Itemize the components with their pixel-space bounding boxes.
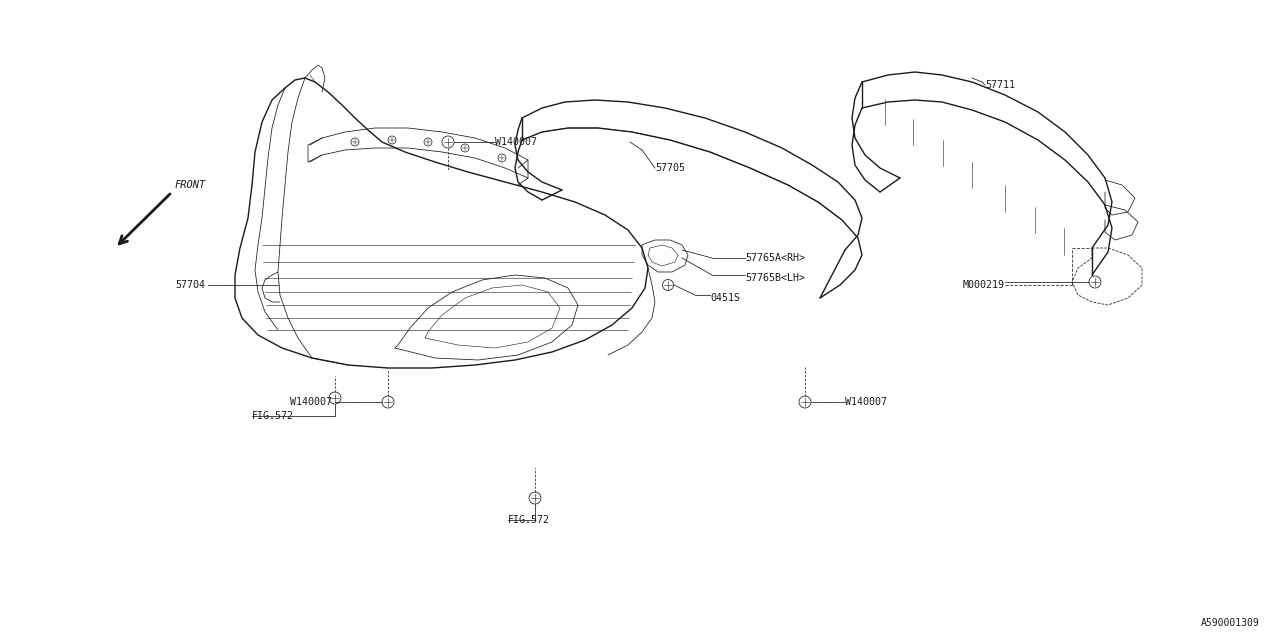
Text: FIG.572: FIG.572 xyxy=(508,515,550,525)
Text: 57711: 57711 xyxy=(986,80,1015,90)
Text: 57704: 57704 xyxy=(175,280,205,290)
Text: 0451S: 0451S xyxy=(710,293,740,303)
Text: 57705: 57705 xyxy=(655,163,685,173)
Text: W140007: W140007 xyxy=(291,397,332,407)
Text: W140007: W140007 xyxy=(495,137,538,147)
Text: A590001309: A590001309 xyxy=(1201,618,1260,628)
Text: 57765A<RH>: 57765A<RH> xyxy=(745,253,805,263)
Text: FIG.572: FIG.572 xyxy=(252,411,294,421)
Text: M000219: M000219 xyxy=(963,280,1005,290)
Text: FRONT: FRONT xyxy=(175,180,206,190)
Text: W140007: W140007 xyxy=(845,397,887,407)
Text: 57765B<LH>: 57765B<LH> xyxy=(745,273,805,283)
